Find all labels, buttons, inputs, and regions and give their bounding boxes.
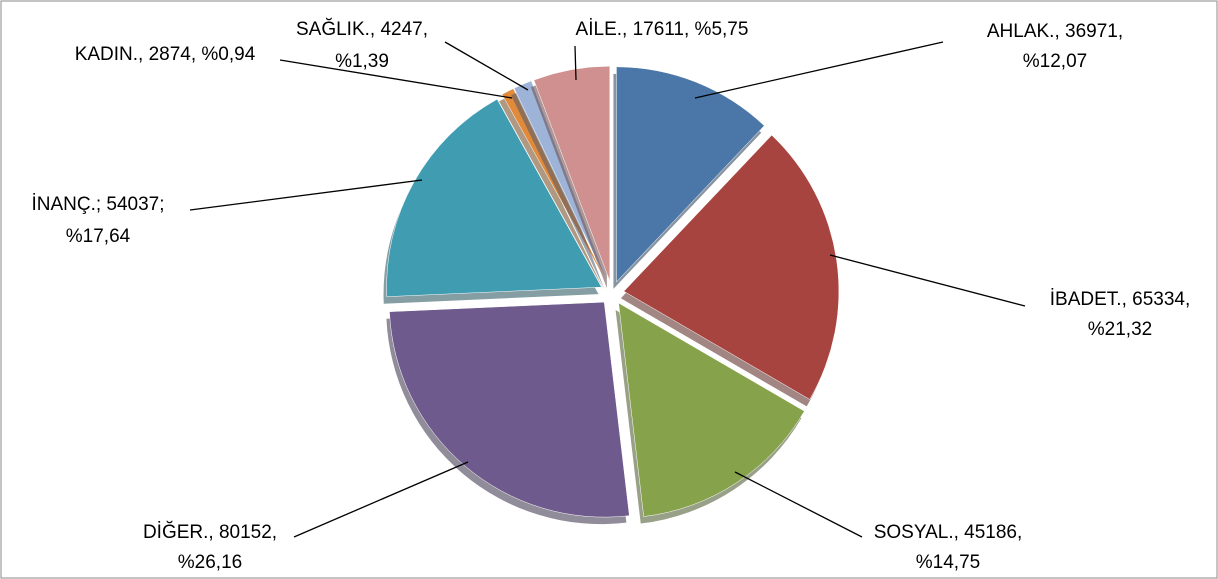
slice xyxy=(618,302,805,517)
data-label: İNANÇ.; 54037; xyxy=(31,194,164,215)
data-label: %12,07 xyxy=(1023,51,1087,72)
slice xyxy=(616,66,765,283)
slice xyxy=(533,65,611,282)
leader-line xyxy=(734,471,863,538)
leader-line xyxy=(189,179,423,211)
data-label: AİLE., 17611, %5,75 xyxy=(576,19,749,40)
data-label: AHLAK., 36971, xyxy=(987,21,1123,42)
leader-line xyxy=(293,461,469,538)
data-label: SOSYAL., 45186, xyxy=(874,522,1023,543)
leader-line xyxy=(829,254,1026,307)
leader-line xyxy=(574,45,577,81)
data-label: %14,75 xyxy=(916,552,980,573)
slice-shadow xyxy=(499,95,604,290)
leader-line xyxy=(444,41,529,91)
slice xyxy=(389,301,630,518)
slice-shadow xyxy=(511,87,605,289)
data-label: %17,64 xyxy=(66,226,131,247)
slice xyxy=(513,80,608,283)
leader-line xyxy=(279,59,513,99)
slice xyxy=(623,134,840,400)
data-label: %1,39 xyxy=(335,51,389,72)
data-label: %21,32 xyxy=(1088,319,1152,340)
data-label: DİĞER., 80152, xyxy=(143,521,277,543)
data-label: İBADET., 65334, xyxy=(1050,289,1190,310)
slice xyxy=(386,98,602,297)
leader-line xyxy=(694,41,944,99)
data-label: KADIN., 2874, %0,94 xyxy=(75,44,256,65)
data-label: %26,16 xyxy=(178,552,242,573)
data-label: SAĞLIK., 4247, xyxy=(296,18,428,40)
